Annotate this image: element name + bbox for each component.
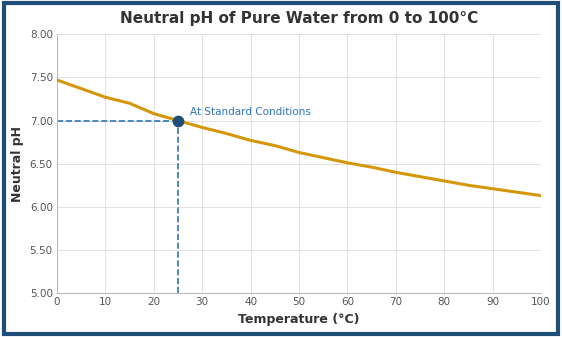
X-axis label: Temperature (°C): Temperature (°C)	[238, 313, 360, 326]
Text: At Standard Conditions: At Standard Conditions	[190, 107, 311, 117]
Point	[174, 118, 183, 123]
Y-axis label: Neutral pH: Neutral pH	[11, 126, 24, 202]
Title: Neutral pH of Pure Water from 0 to 100°C: Neutral pH of Pure Water from 0 to 100°C	[120, 11, 478, 26]
